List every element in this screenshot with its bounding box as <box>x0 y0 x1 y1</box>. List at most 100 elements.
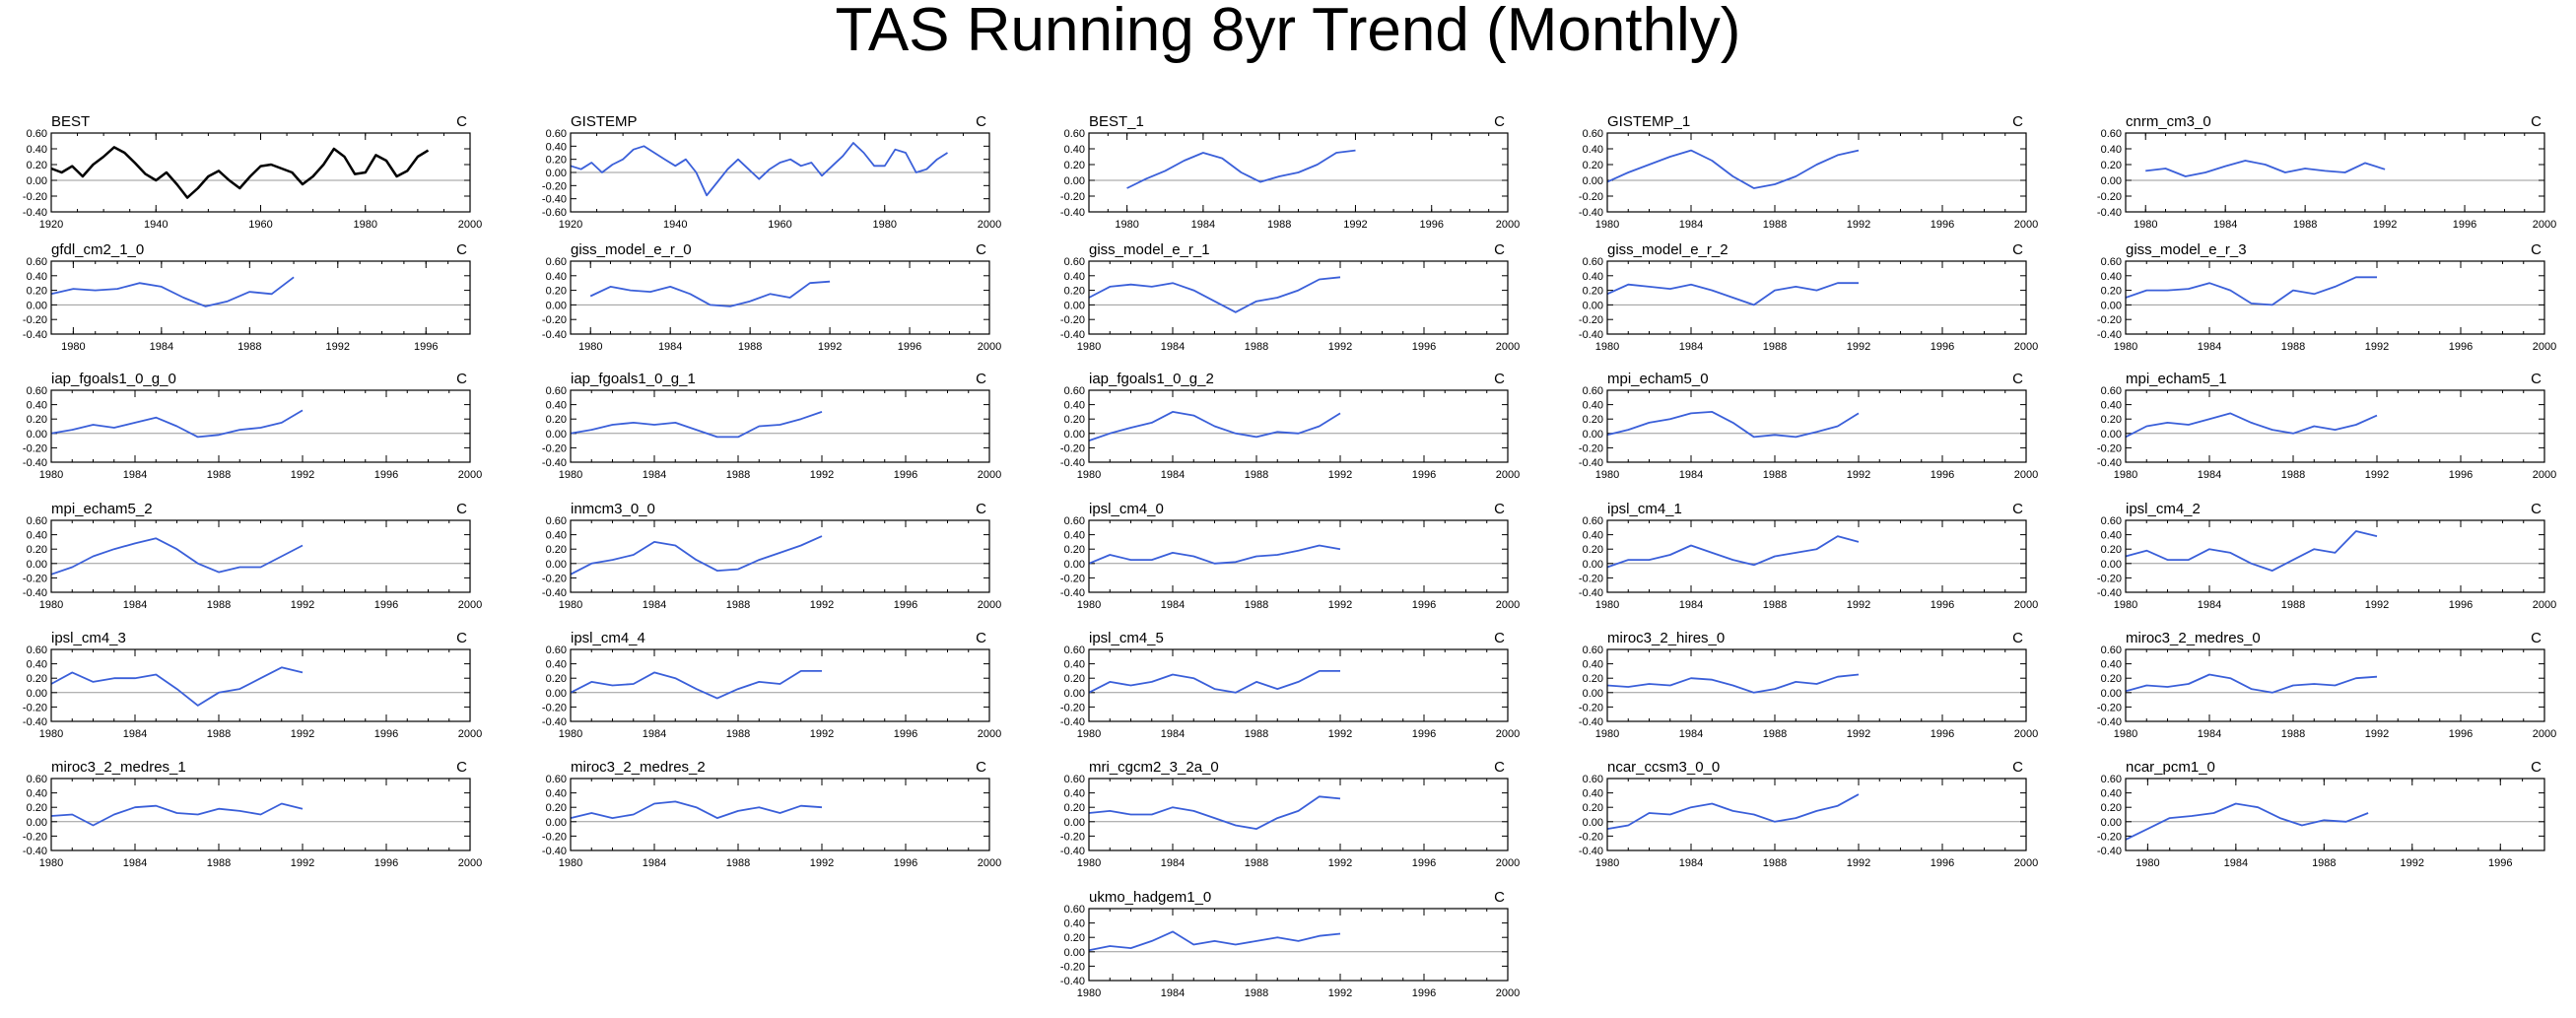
series-line <box>1088 795 1341 830</box>
x-tick-label: 1984 <box>1161 341 1185 353</box>
series-line <box>2125 802 2369 841</box>
x-tick-label: 1980 <box>2114 469 2137 481</box>
panel-title: giss_model_e_r_2 <box>1607 241 1729 258</box>
x-tick-label: 1980 <box>1115 219 1138 231</box>
y-tick-label: 0.00 <box>1064 947 1085 959</box>
x-tick-label: 1992 <box>291 857 314 869</box>
x-tick-label: 1996 <box>1412 987 1436 999</box>
series-line <box>1606 793 1860 830</box>
y-tick-label: -0.40 <box>2097 457 2122 469</box>
x-tick-label: 1980 <box>39 469 63 481</box>
y-tick-label: 0.20 <box>546 286 567 298</box>
x-tick-label: 1992 <box>2373 219 2397 231</box>
x-tick-label: 1984 <box>2198 469 2221 481</box>
x-tick-label: 1984 <box>1679 857 1703 869</box>
y-tick-label: 0.60 <box>2101 128 2122 140</box>
y-tick-label: -0.40 <box>2097 207 2122 219</box>
x-tick-label: 1988 <box>207 857 231 869</box>
x-tick-label: 2000 <box>978 469 1001 481</box>
y-tick-label: -0.40 <box>1579 457 1603 469</box>
plot-frame <box>1088 648 1509 722</box>
series-line <box>1606 411 1860 439</box>
x-tick-label: 1984 <box>2224 857 2248 869</box>
panel-units: C <box>2531 113 2542 130</box>
x-tick-label: 1980 <box>2114 728 2137 740</box>
x-tick-label: 1996 <box>2449 469 2473 481</box>
x-tick-label: 1988 <box>738 341 762 353</box>
x-tick-label: 1980 <box>559 469 582 481</box>
x-tick-label: 1996 <box>894 599 917 611</box>
x-tick-label: 1996 <box>1931 728 1954 740</box>
panel-units: C <box>1494 371 1505 387</box>
y-tick-label: 0.00 <box>2101 300 2122 311</box>
x-tick-label: 1988 <box>1763 341 1787 353</box>
x-tick-label: 1996 <box>1931 219 1954 231</box>
x-tick-label: 1984 <box>123 469 147 481</box>
x-tick-label: 1992 <box>1847 469 1870 481</box>
x-tick-label: 1984 <box>1191 219 1215 231</box>
y-tick-label: 0.60 <box>546 128 567 140</box>
x-tick-label: 1984 <box>2213 219 2237 231</box>
x-tick-label: 1980 <box>1595 469 1619 481</box>
x-tick-label: 2000 <box>1496 857 1520 869</box>
y-tick-label: -0.40 <box>23 846 47 857</box>
panel-units: C <box>2012 759 2023 776</box>
y-tick-label: -0.20 <box>2097 314 2122 326</box>
x-tick-label: 1988 <box>1267 219 1291 231</box>
y-tick-label: 0.20 <box>27 544 47 556</box>
y-tick-label: -0.20 <box>23 442 47 454</box>
y-tick-label: 0.40 <box>27 400 47 412</box>
panel-units: C <box>976 501 986 517</box>
series-line <box>570 142 948 197</box>
x-tick-label: 1996 <box>1412 469 1436 481</box>
x-tick-label: 1984 <box>643 599 666 611</box>
series-line <box>1088 276 1341 313</box>
x-tick-label: 1988 <box>2281 469 2305 481</box>
y-tick-label: -0.20 <box>542 573 567 584</box>
y-tick-label: 0.60 <box>1064 774 1085 785</box>
panel-units: C <box>456 241 467 258</box>
plot-frame <box>570 260 990 335</box>
series-line <box>570 670 822 700</box>
y-tick-label: 0.40 <box>1064 144 1085 156</box>
plot-frame <box>570 778 990 851</box>
y-tick-label: -0.20 <box>542 702 567 713</box>
panel-units: C <box>1494 241 1505 258</box>
y-tick-label: 0.40 <box>1064 788 1085 800</box>
x-tick-label: 1996 <box>1412 857 1436 869</box>
x-tick-label: 1988 <box>1763 469 1787 481</box>
panel-title: gfdl_cm2_1_0 <box>51 241 144 258</box>
y-tick-label: 0.40 <box>546 141 567 153</box>
x-tick-label: 1980 <box>1595 341 1619 353</box>
chart-panel: ipsl_cm4_5 C0.600.400.200.00-0.20-0.40198… <box>1060 630 1520 740</box>
series-line <box>1606 535 1860 569</box>
chart-panel: inmcm3_0_0 C0.600.400.200.00-0.20-0.40198… <box>542 501 1001 611</box>
x-tick-label: 1992 <box>1328 987 1352 999</box>
y-tick-label: -0.20 <box>1060 961 1085 973</box>
plot-frame <box>1088 908 1509 982</box>
y-tick-label: -0.40 <box>23 457 47 469</box>
y-tick-label: 0.60 <box>1583 645 1603 656</box>
y-tick-label: 0.40 <box>27 788 47 800</box>
y-tick-label: 0.60 <box>2101 256 2122 268</box>
x-tick-label: 1980 <box>1077 469 1101 481</box>
panel-title: miroc3_2_medres_2 <box>571 759 706 776</box>
x-tick-label: 1984 <box>1161 599 1185 611</box>
x-tick-label: 1988 <box>1245 341 1268 353</box>
x-tick-label: 1984 <box>150 341 173 353</box>
series-line <box>50 276 295 307</box>
x-tick-label: 2000 <box>978 341 1001 353</box>
y-tick-label: 0.60 <box>1064 385 1085 397</box>
y-tick-label: 0.00 <box>1583 429 1603 441</box>
y-tick-label: 0.60 <box>1064 256 1085 268</box>
series-line <box>570 800 823 819</box>
chart-panel: ncar_ccsm3_0_0 C 0.60 0.40 0.20 0.00 -0.20 -0.4… <box>1579 759 2038 869</box>
x-tick-label: 2000 <box>1496 599 1520 611</box>
y-tick-label: 0.60 <box>546 385 567 397</box>
x-tick-label: 1992 <box>2401 857 2424 869</box>
x-tick-label: 1988 <box>1763 728 1787 740</box>
chart-panel: iap_fgoals1_0_g_2 C 0.60 0.40 0.20 0.00-0.20 -… <box>1060 371 1520 481</box>
x-tick-label: 1980 <box>1595 857 1619 869</box>
series-line <box>50 666 304 707</box>
series-line <box>50 146 430 199</box>
